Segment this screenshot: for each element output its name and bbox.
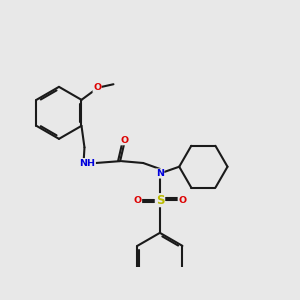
- Text: O: O: [178, 196, 186, 205]
- Text: O: O: [93, 83, 101, 92]
- Text: NH: NH: [80, 158, 95, 167]
- Text: O: O: [121, 136, 129, 145]
- Text: N: N: [156, 169, 164, 178]
- Text: O: O: [134, 196, 142, 205]
- Text: S: S: [156, 194, 164, 207]
